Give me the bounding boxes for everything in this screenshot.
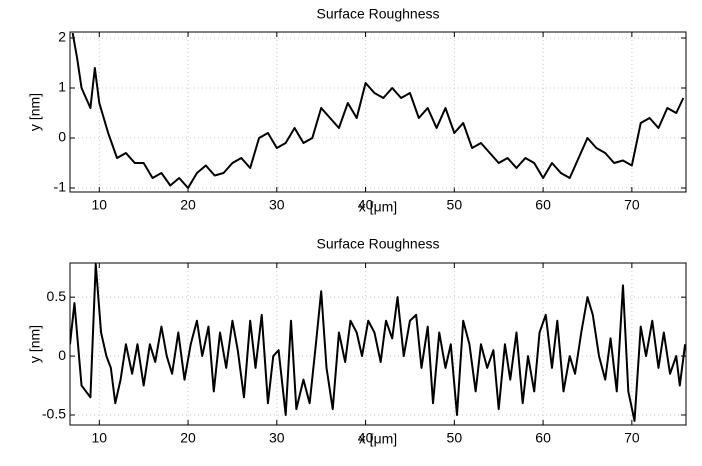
- x-tick-label: 70: [624, 430, 640, 446]
- data-line: [70, 263, 686, 422]
- y-axis-label: y [nm]: [27, 93, 43, 131]
- y-tick-label: 2: [58, 29, 66, 45]
- x-tick-label: 30: [269, 430, 285, 446]
- y-tick-label: 0: [58, 347, 66, 363]
- y-tick-label: -1: [54, 179, 67, 195]
- x-tick-label: 10: [92, 430, 108, 446]
- chart-title: Surface Roughness: [317, 6, 440, 22]
- y-tick-label: 0: [58, 129, 66, 145]
- x-axis-label: x [μm]: [359, 199, 397, 215]
- x-tick-label: 30: [269, 197, 285, 213]
- x-axis-label: x [μm]: [359, 431, 397, 447]
- y-tick-label: 1: [58, 79, 66, 95]
- y-tick-label: -0.5: [42, 406, 66, 422]
- axes-frame: [69, 262, 687, 426]
- x-tick-label: 60: [535, 197, 551, 213]
- x-tick-label: 20: [180, 430, 196, 446]
- x-tick-label: 50: [447, 430, 463, 446]
- x-tick-label: 40: [358, 197, 374, 213]
- x-tick-label: 40: [358, 430, 374, 446]
- y-axis-label: y [nm]: [27, 325, 43, 363]
- axes-frame: [69, 31, 687, 193]
- data-line: [71, 32, 685, 189]
- x-tick-label: 70: [624, 197, 640, 213]
- chart-title: Surface Roughness: [317, 236, 440, 252]
- x-tick-label: 60: [535, 430, 551, 446]
- x-tick-label: 20: [180, 197, 196, 213]
- x-tick-label: 10: [92, 197, 108, 213]
- y-tick-label: 0.5: [47, 288, 67, 304]
- x-tick-label: 50: [447, 197, 463, 213]
